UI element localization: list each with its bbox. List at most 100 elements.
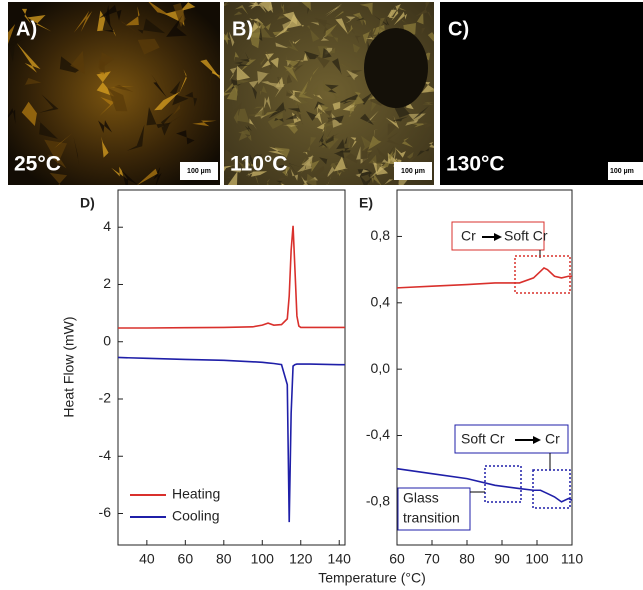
crystal xyxy=(315,55,330,69)
x-tick-label: 60 xyxy=(178,551,194,567)
crystal xyxy=(268,146,286,156)
crystal xyxy=(401,137,414,148)
crystal xyxy=(292,38,301,44)
scale-label: 100 µm xyxy=(401,168,425,175)
crystal xyxy=(259,85,268,96)
data-line xyxy=(396,267,572,289)
crystal xyxy=(98,120,113,133)
crystal xyxy=(282,125,299,127)
crystal xyxy=(23,77,42,88)
crystal xyxy=(427,32,434,42)
crystal xyxy=(386,132,402,146)
crystal xyxy=(226,176,234,184)
panel-temperature: 25°C xyxy=(14,153,61,176)
crystal xyxy=(362,29,371,44)
crystal xyxy=(416,148,430,157)
plot-frame xyxy=(396,189,573,546)
crystal xyxy=(230,166,245,173)
panel-label: E) xyxy=(359,195,373,211)
crystal xyxy=(253,110,263,120)
legend-label: Heating xyxy=(172,486,220,502)
y-tick-label: 0,4 xyxy=(371,294,391,310)
crystal xyxy=(238,128,252,140)
crystal xyxy=(253,154,263,165)
crystal xyxy=(298,84,314,99)
crystal xyxy=(73,136,80,165)
crystal xyxy=(394,157,408,172)
crystal xyxy=(248,80,259,89)
crystal xyxy=(343,136,348,146)
y-tick-label: 0,8 xyxy=(371,227,391,243)
crystal xyxy=(337,168,342,177)
crystal xyxy=(59,56,80,73)
panel-c: C) 130°C 100 µm xyxy=(440,2,643,185)
dark-domain xyxy=(364,28,428,108)
crystal xyxy=(350,91,365,106)
crystal xyxy=(288,163,302,181)
crystal xyxy=(102,4,115,33)
panel-label: A) xyxy=(16,18,37,40)
crystal xyxy=(166,14,187,37)
crystal xyxy=(244,170,256,176)
crystal xyxy=(101,136,109,158)
panel-b: B) 110°C 100 µm xyxy=(224,2,434,185)
crystal xyxy=(388,5,406,11)
crystal xyxy=(53,133,73,149)
crystal xyxy=(287,74,293,84)
crystal xyxy=(261,53,274,68)
crystal xyxy=(250,2,267,14)
y-tick-label: -4 xyxy=(99,447,112,463)
crystal xyxy=(350,137,357,149)
crystal xyxy=(372,160,389,176)
crystal xyxy=(154,91,180,111)
crystal xyxy=(387,9,397,17)
crystal xyxy=(239,52,250,63)
x-tick-label: 70 xyxy=(424,551,440,567)
crystal xyxy=(246,109,264,116)
crystal xyxy=(302,176,319,182)
crystal xyxy=(259,55,267,66)
annotation-text: Glass xyxy=(403,490,439,506)
crystal xyxy=(408,113,426,123)
crystal xyxy=(313,94,323,100)
crystal xyxy=(224,33,231,40)
crystal xyxy=(8,40,19,62)
y-tick-label: 0 xyxy=(103,332,111,348)
crystal xyxy=(233,19,251,31)
crystal xyxy=(323,128,339,143)
crystal xyxy=(376,147,389,160)
crystal xyxy=(348,139,351,149)
crystal xyxy=(324,3,343,17)
crystal xyxy=(301,176,308,185)
crystal xyxy=(422,101,434,105)
crystal xyxy=(410,123,428,128)
crystal xyxy=(323,79,336,95)
crystal xyxy=(393,11,408,26)
annotation-text: transition xyxy=(403,510,460,526)
panel-temperature: 110°C xyxy=(230,153,287,176)
crystal xyxy=(248,153,257,169)
annotation-text: Cr xyxy=(461,228,476,244)
crystal xyxy=(224,83,239,97)
crystal xyxy=(365,35,375,40)
crystal xyxy=(306,25,320,42)
crystal xyxy=(312,166,325,177)
y-tick-label: -0,4 xyxy=(366,426,390,442)
crystal xyxy=(8,35,23,51)
crystal xyxy=(151,74,167,98)
crystal xyxy=(368,135,382,150)
crystal xyxy=(260,2,273,12)
crystal xyxy=(316,122,326,133)
crystal xyxy=(378,17,385,31)
crystal xyxy=(119,20,140,35)
x-axis-label: Temperature (°C) xyxy=(318,570,426,586)
crystal xyxy=(306,111,322,121)
crystal xyxy=(37,119,58,139)
crystal xyxy=(343,21,355,34)
crystal xyxy=(297,156,314,173)
crystal xyxy=(359,175,372,185)
scale-box xyxy=(608,162,643,180)
crystal xyxy=(44,139,68,164)
crystal xyxy=(387,123,396,136)
